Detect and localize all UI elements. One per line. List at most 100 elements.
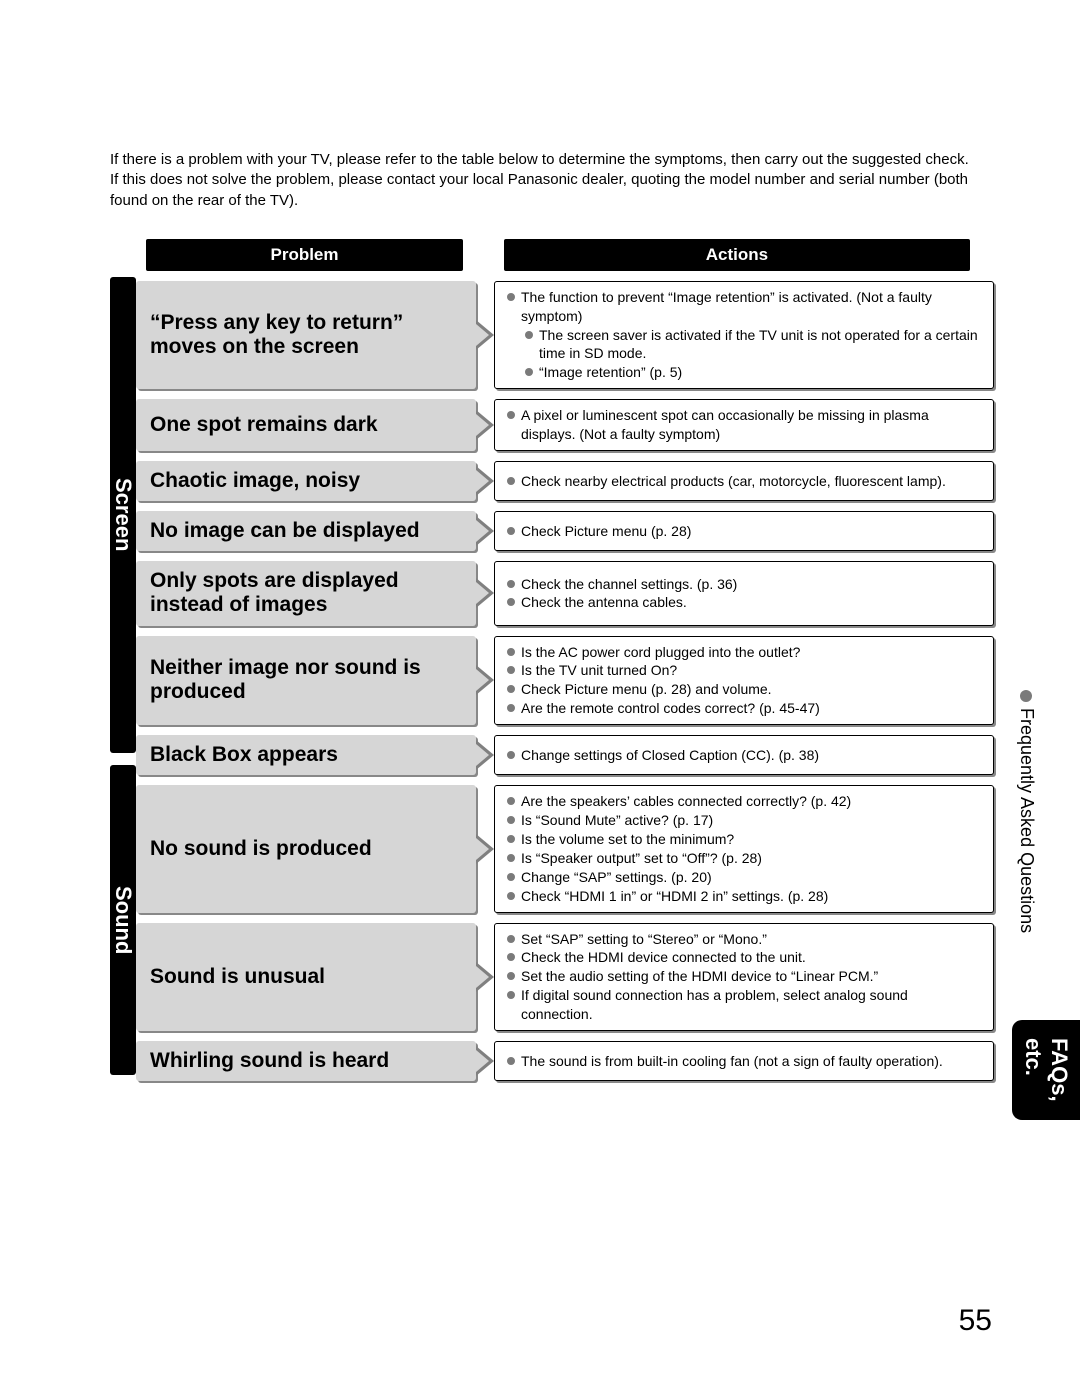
problem-box: “Press any key to return” moves on the s… — [136, 281, 476, 389]
bullet-dot-icon — [507, 580, 515, 588]
table-row: One spot remains darkA pixel or luminesc… — [136, 399, 994, 451]
action-bullet: Set “SAP” setting to “Stereo” or “Mono.” — [507, 930, 981, 949]
action-bullet: If digital sound connection has a proble… — [507, 986, 981, 1024]
bullet-dot-icon — [507, 751, 515, 759]
action-text: The sound is from built-in cooling fan (… — [521, 1052, 981, 1071]
action-bullet: Check “HDMI 1 in” or “HDMI 2 in” setting… — [507, 887, 981, 906]
problem-box: Neither image nor sound is produced — [136, 636, 476, 726]
action-text: A pixel or luminescent spot can occasion… — [521, 406, 981, 444]
action-bullet: The screen saver is activated if the TV … — [507, 326, 981, 364]
action-bullet: Check the HDMI device connected to the u… — [507, 948, 981, 967]
bullet-dot-icon — [507, 935, 515, 943]
action-text: Change settings of Closed Caption (CC). … — [521, 746, 981, 765]
side-bullet-icon — [1020, 690, 1032, 702]
action-box: Check the channel settings. (p. 36)Check… — [494, 561, 994, 625]
action-bullet: Check the antenna cables. — [507, 593, 981, 612]
action-text: Check “HDMI 1 in” or “HDMI 2 in” setting… — [521, 887, 981, 906]
bullet-dot-icon — [507, 411, 515, 419]
bullet-dot-icon — [507, 666, 515, 674]
action-bullet: Check Picture menu (p. 28) and volume. — [507, 680, 981, 699]
bullet-dot-icon — [507, 873, 515, 881]
action-bullet: Check Picture menu (p. 28) — [507, 522, 981, 541]
action-box: Are the speakers’ cables connected corre… — [494, 785, 994, 912]
problem-box: Chaotic image, noisy — [136, 461, 476, 501]
action-text: If digital sound connection has a proble… — [521, 986, 981, 1024]
problem-box: Only spots are displayed instead of imag… — [136, 561, 476, 625]
bullet-dot-icon — [507, 685, 515, 693]
action-text: Check Picture menu (p. 28) and volume. — [521, 680, 981, 699]
table-row: Neither image nor sound is producedIs th… — [136, 636, 994, 726]
bullet-dot-icon — [507, 293, 515, 301]
action-bullet: Check the channel settings. (p. 36) — [507, 575, 981, 594]
category-screen-label: Screen — [110, 277, 136, 753]
bullet-dot-icon — [507, 991, 515, 999]
category-column: Screen Sound — [110, 271, 136, 1081]
action-bullet: “Image retention” (p. 5) — [507, 363, 981, 382]
table-row: Black Box appearsChange settings of Clos… — [136, 735, 994, 775]
action-text: Is “Sound Mute” active? (p. 17) — [521, 811, 981, 830]
action-box: Check Picture menu (p. 28) — [494, 511, 994, 551]
action-text: Check the HDMI device connected to the u… — [521, 948, 981, 967]
category-sound-label: Sound — [110, 765, 136, 1075]
manual-page: If there is a problem with your TV, plea… — [0, 0, 1080, 1382]
action-bullet: Change “SAP” settings. (p. 20) — [507, 868, 981, 887]
table-row: Sound is unusual Set “SAP” setting to “St… — [136, 923, 994, 1031]
action-text: Is “Speaker output” set to “Off”? (p. 28… — [521, 849, 981, 868]
arrow-right-icon — [476, 785, 494, 912]
arrow-right-icon — [476, 735, 494, 775]
action-bullet: Change settings of Closed Caption (CC). … — [507, 746, 981, 765]
action-text: The screen saver is activated if the TV … — [539, 326, 981, 364]
action-text: Check the channel settings. (p. 36) — [521, 575, 981, 594]
action-text: Check the antenna cables. — [521, 593, 981, 612]
arrow-right-icon — [476, 561, 494, 625]
arrow-right-icon — [476, 636, 494, 726]
arrow-right-icon — [476, 399, 494, 451]
action-bullet: Is the TV unit turned On? — [507, 661, 981, 680]
table-row: Chaotic image, noisy Check nearby electri… — [136, 461, 994, 501]
problem-box: Sound is unusual — [136, 923, 476, 1031]
action-bullet: The function to prevent “Image retention… — [507, 288, 981, 326]
problem-box: Whirling sound is heard — [136, 1041, 476, 1081]
action-text: Are the remote control codes correct? (p… — [521, 699, 981, 718]
table-row: No sound is produced Are the speakers’ ca… — [136, 785, 994, 912]
action-box: Check nearby electrical products (car, m… — [494, 461, 994, 501]
bullet-dot-icon — [507, 953, 515, 961]
side-tab: Frequently Asked Questions FAQs, etc. — [982, 690, 1080, 978]
action-text: Is the TV unit turned On? — [521, 661, 981, 680]
action-text: Set “SAP” setting to “Stereo” or “Mono.” — [521, 930, 981, 949]
action-bullet: Is the volume set to the minimum? — [507, 830, 981, 849]
action-text: Check Picture menu (p. 28) — [521, 522, 981, 541]
header-problem: Problem — [146, 239, 463, 271]
header-gap — [475, 239, 492, 271]
action-text: Check nearby electrical products (car, m… — [521, 472, 981, 491]
rows-column: “Press any key to return” moves on the s… — [136, 271, 994, 1081]
action-box: The function to prevent “Image retention… — [494, 281, 994, 389]
problem-box: No sound is produced — [136, 785, 476, 912]
action-text: Change “SAP” settings. (p. 20) — [521, 868, 981, 887]
action-text: Are the speakers’ cables connected corre… — [521, 792, 981, 811]
side-black-tab: FAQs, etc. — [1012, 1020, 1080, 1120]
bullet-dot-icon — [525, 368, 533, 376]
bullet-dot-icon — [507, 648, 515, 656]
arrow-right-icon — [476, 281, 494, 389]
action-text: Is the volume set to the minimum? — [521, 830, 981, 849]
intro-paragraph: If there is a problem with your TV, plea… — [110, 150, 970, 211]
action-bullet: Check nearby electrical products (car, m… — [507, 472, 981, 491]
action-text: Set the audio setting of the HDMI device… — [521, 967, 981, 986]
bullet-dot-icon — [525, 331, 533, 339]
bullet-dot-icon — [507, 892, 515, 900]
action-bullet: Is “Sound Mute” active? (p. 17) — [507, 811, 981, 830]
bullet-dot-icon — [507, 704, 515, 712]
action-bullet: Are the speakers’ cables connected corre… — [507, 792, 981, 811]
header-actions: Actions — [504, 239, 970, 271]
action-box: Is the AC power cord plugged into the ou… — [494, 636, 994, 726]
bullet-dot-icon — [507, 835, 515, 843]
page-number: 55 — [959, 1304, 992, 1338]
bullet-dot-icon — [507, 972, 515, 980]
bullet-dot-icon — [507, 1057, 515, 1065]
table-header-row: Problem Actions — [146, 239, 970, 271]
action-bullet: The sound is from built-in cooling fan (… — [507, 1052, 981, 1071]
arrow-right-icon — [476, 461, 494, 501]
table-row: No image can be displayedCheck Picture m… — [136, 511, 994, 551]
bullet-dot-icon — [507, 477, 515, 485]
